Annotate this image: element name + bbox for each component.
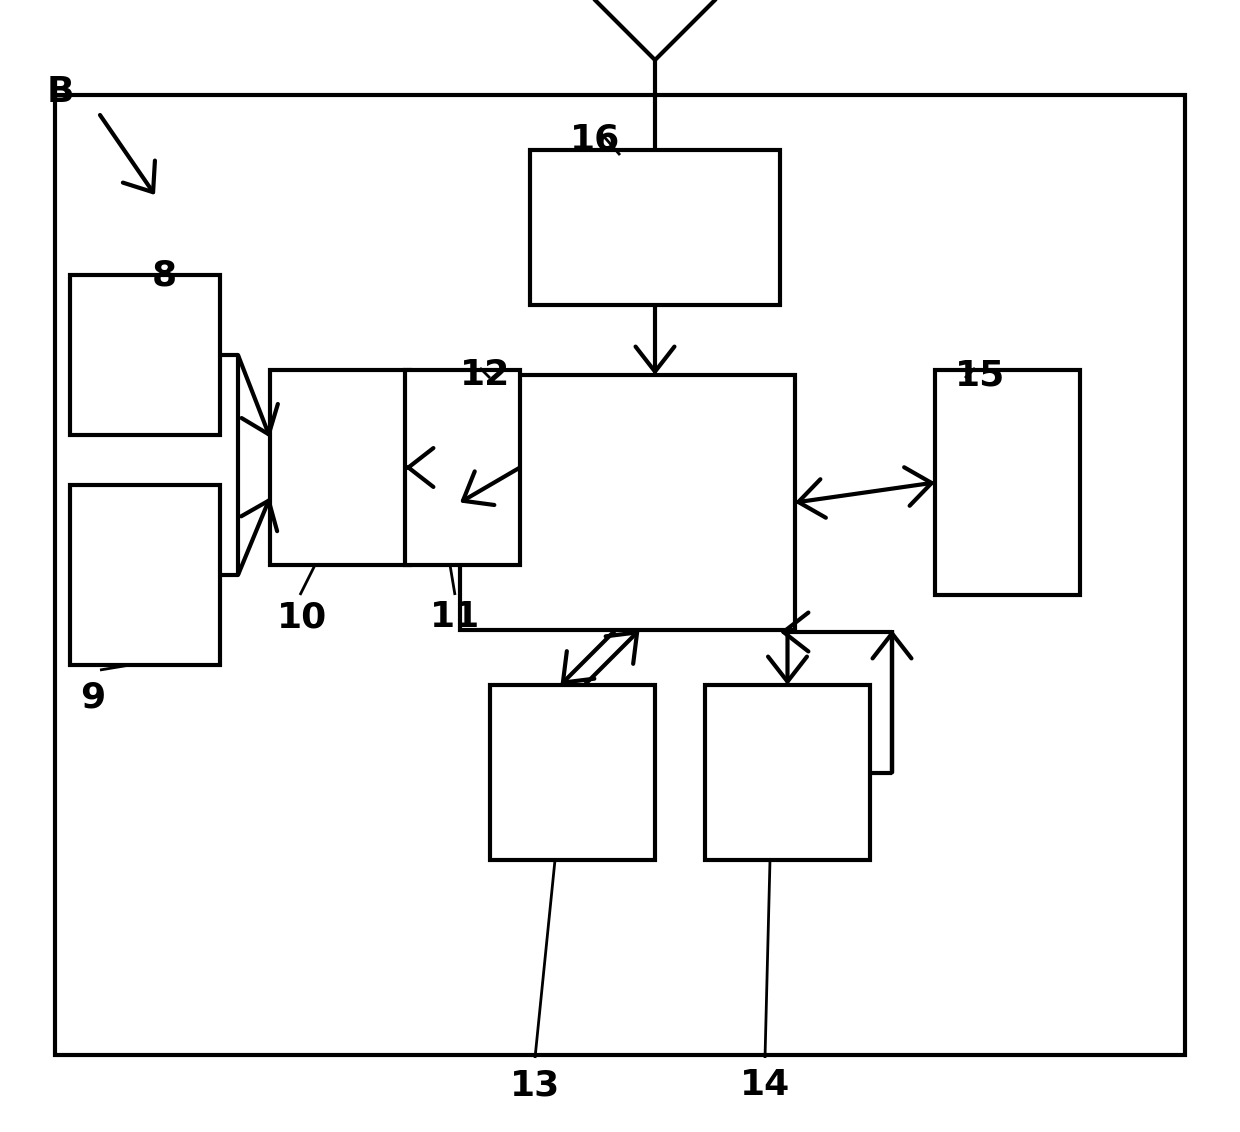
Bar — [69, 275, 219, 435]
Text: 9: 9 — [81, 680, 105, 714]
Bar — [55, 95, 1185, 1055]
Bar — [69, 484, 219, 664]
Text: B: B — [47, 75, 74, 109]
Text: 15: 15 — [955, 358, 1006, 392]
Bar — [706, 685, 870, 860]
Bar — [270, 370, 410, 565]
Text: 12: 12 — [460, 358, 510, 392]
Text: 8: 8 — [153, 258, 177, 292]
Text: 14: 14 — [740, 1067, 790, 1101]
Text: 10: 10 — [277, 600, 327, 634]
Text: 11: 11 — [430, 600, 480, 634]
Bar — [460, 375, 795, 631]
Bar — [405, 370, 520, 565]
Text: 16: 16 — [570, 122, 620, 156]
Bar — [529, 151, 780, 305]
Bar — [935, 370, 1080, 595]
Text: 13: 13 — [510, 1067, 560, 1101]
Bar — [490, 685, 655, 860]
